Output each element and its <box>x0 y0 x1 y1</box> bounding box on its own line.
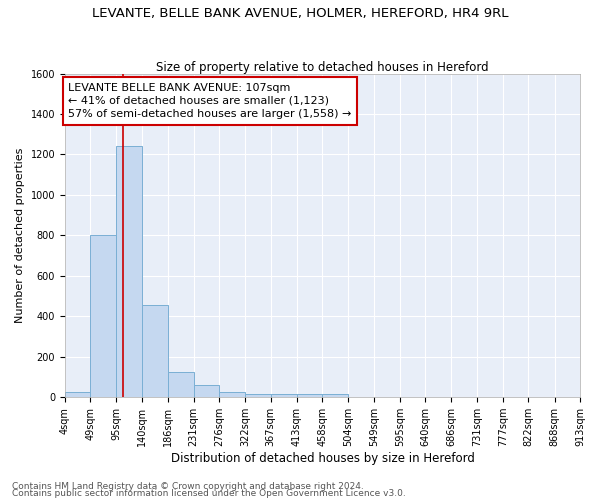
Bar <box>194 384 219 397</box>
Text: LEVANTE, BELLE BANK AVENUE, HOLMER, HEREFORD, HR4 9RL: LEVANTE, BELLE BANK AVENUE, HOLMER, HERE… <box>92 8 508 20</box>
Bar <box>296 394 322 397</box>
Bar <box>271 394 296 397</box>
Text: Contains HM Land Registry data © Crown copyright and database right 2024.: Contains HM Land Registry data © Crown c… <box>12 482 364 491</box>
Text: LEVANTE BELLE BANK AVENUE: 107sqm
← 41% of detached houses are smaller (1,123)
5: LEVANTE BELLE BANK AVENUE: 107sqm ← 41% … <box>68 82 352 119</box>
Bar <box>91 236 116 397</box>
Bar <box>168 372 194 397</box>
Text: Contains public sector information licensed under the Open Government Licence v3: Contains public sector information licen… <box>12 489 406 498</box>
Bar <box>65 392 91 397</box>
Title: Size of property relative to detached houses in Hereford: Size of property relative to detached ho… <box>156 60 489 74</box>
X-axis label: Distribution of detached houses by size in Hereford: Distribution of detached houses by size … <box>170 452 475 465</box>
Bar <box>219 392 245 397</box>
Bar <box>322 394 348 397</box>
Y-axis label: Number of detached properties: Number of detached properties <box>15 148 25 323</box>
Bar <box>245 394 271 397</box>
Bar <box>116 146 142 397</box>
Bar <box>142 305 168 397</box>
